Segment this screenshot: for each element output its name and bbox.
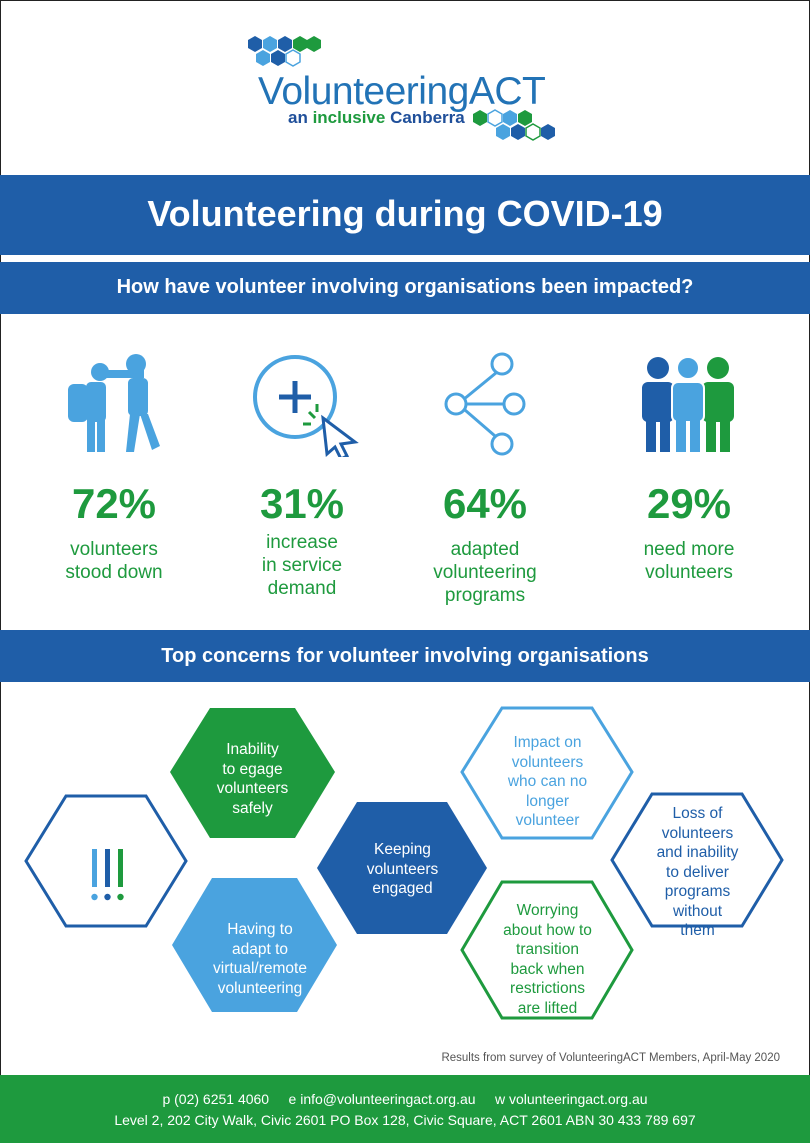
subtitle-band xyxy=(0,262,810,314)
concern-transition-text: Worrying about how to transition back when r… xyxy=(503,902,592,1017)
survey-footnote: Results from survey of VolunteeringACT M… xyxy=(441,1052,780,1064)
stat-percent: 72% xyxy=(71,480,157,527)
logo-tagline: an inclusive Canberra xyxy=(288,108,465,127)
virtual-hexagon xyxy=(172,878,337,1012)
concerns-hexagons xyxy=(24,706,784,1020)
page-title: Volunteering during COVID-19 xyxy=(147,193,663,234)
stat-label: volunteers stood down xyxy=(65,539,163,583)
share-network-icon xyxy=(444,352,526,456)
impact-hexagon xyxy=(460,706,634,840)
footer-contact: p (02) 6251 4060 e info@volunteeringact.… xyxy=(162,1091,648,1107)
concern-impact-text: Impact on volunteers who can no longer volun… xyxy=(507,734,588,829)
footer-band xyxy=(0,1075,810,1143)
logo-hexagons-top-icon xyxy=(248,36,321,67)
people-group-icon xyxy=(642,356,734,452)
logo-wordmark: VolunteeringACT xyxy=(258,70,546,113)
stat-percent: 29% xyxy=(646,480,732,527)
stat-percent: 64% xyxy=(442,480,528,527)
exclamation-marks-icon xyxy=(91,849,124,901)
stat-label: increase in service demand xyxy=(261,532,343,599)
concern-engaged-text: Keeping volunteers engaged xyxy=(366,841,439,897)
page-subtitle: How have volunteer involving organisatio… xyxy=(116,276,694,298)
safety-hexagon xyxy=(170,708,335,838)
stat-percent: 31% xyxy=(259,480,345,527)
concerns-heading: Top concerns for volunteer involving org… xyxy=(161,645,649,667)
stat-label: adapted volunteering programs xyxy=(433,539,537,606)
footer-address: Level 2, 202 City Walk, Civic 2601 PO Bo… xyxy=(114,1112,696,1128)
transition-hexagon xyxy=(460,880,634,1020)
concern-loss-text: Loss of volunteers and inability to deliver… xyxy=(656,805,739,939)
engaged-hexagon xyxy=(317,802,487,934)
logo-hexagons-bottom-icon xyxy=(473,109,555,141)
concern-virtual-text: Having to adapt to virtual/remote volunteer… xyxy=(213,921,307,997)
title-band xyxy=(0,175,810,255)
loss-hexagon xyxy=(610,792,784,928)
increase-click-icon xyxy=(253,355,359,457)
volunteer-stood-down-icon xyxy=(68,354,160,452)
stat-label: need more volunteers xyxy=(643,539,735,583)
concern-safety-text: Inability to egage volunteers safely xyxy=(216,741,289,817)
concerns-band xyxy=(0,630,810,682)
